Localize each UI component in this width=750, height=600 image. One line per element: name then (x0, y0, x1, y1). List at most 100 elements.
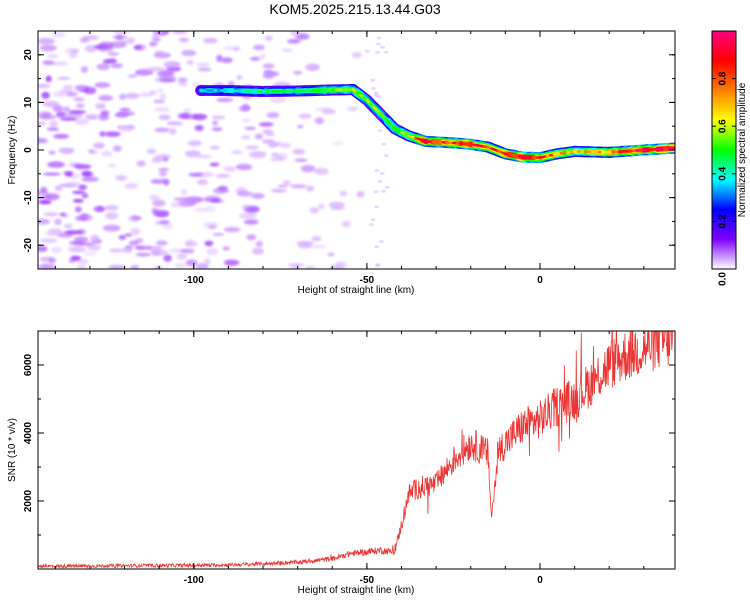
snr-x-tick-label: -100 (184, 575, 204, 586)
spectrogram-noise-blob (383, 50, 389, 54)
spectrogram-noise-blob (177, 113, 188, 119)
spectrogram-noise-blob (238, 105, 251, 112)
colorbar-ticks: 0.0 0.2 0.4 0.6 0.8 (712, 71, 736, 286)
spectrogram-noise-blob (374, 245, 380, 249)
spectrogram-noise-blob (66, 181, 82, 187)
spectrogram-noise-blob (294, 158, 308, 162)
spectrogram-noise-blob (58, 147, 75, 154)
spectrogram-noise-blob (45, 75, 52, 83)
spectrogram-noise-blob (115, 34, 124, 41)
spectrogram-noise-blob (62, 84, 74, 91)
spectrogram-noise-blob (205, 195, 221, 203)
spectrogram-noise-blob (90, 234, 100, 242)
spectrogram-noise-blob (241, 204, 250, 211)
spectrogram-noise-blob (204, 205, 216, 213)
spectrogram-noise-blob (109, 41, 127, 49)
spectrogram-noise-blob (192, 113, 208, 121)
spectrogram-noise-blob (107, 52, 120, 56)
spectrogram-y-tick-label: 0 (23, 147, 34, 153)
spectrogram-noise-blob (258, 122, 274, 127)
spectrogram-noise-blob (305, 63, 320, 71)
spectrogram-noise-blob (330, 206, 345, 210)
spectrogram-noise-blob (196, 155, 212, 159)
spectrogram-noise-blob (81, 170, 91, 177)
spectrogram-x-tick-label: -100 (184, 275, 204, 286)
spectrogram-noise-blob (223, 259, 240, 266)
colorbar-tick-label: 0.6 (718, 119, 729, 133)
spectrogram-noise-blob (259, 54, 266, 60)
spectrogram-noise-blob (39, 200, 52, 205)
spectrogram-noise-blob (130, 265, 140, 269)
spectrogram-noise-blob (51, 246, 63, 254)
spectrogram-noise-blob (244, 126, 256, 130)
spectrogram-noise-blob (376, 36, 382, 40)
spectrogram-noise-blob (44, 193, 60, 201)
spectrogram-noise-blob (321, 108, 336, 115)
spectrogram-noise-blob (68, 53, 78, 59)
spectrogram-noise-blob (105, 212, 119, 220)
spectrogram-noise-blob (153, 265, 163, 269)
spectrogram-noise-blob (185, 241, 198, 247)
spectrogram-noise-blob (49, 120, 59, 128)
spectrogram-noise-blob (181, 188, 188, 196)
spectrogram-noise-blob (74, 206, 82, 213)
spectrogram-y-tick-label: 20 (23, 49, 34, 61)
spectrogram-noise-blob (74, 118, 90, 126)
spectrogram-noise-blob (377, 180, 383, 183)
spectrogram-noise-blob (78, 184, 87, 190)
spectrogram-noise-blob (270, 156, 283, 162)
spectrogram-noise-blob (245, 145, 259, 150)
spectrogram-noise-blob (252, 247, 264, 255)
spectrogram-noise-blob (38, 263, 56, 269)
spectrogram-noise-blob (375, 42, 381, 46)
spectrogram-noise-blob (159, 78, 176, 82)
spectrogram-noise-blob (204, 240, 214, 247)
spectrogram-noise-blob (77, 265, 87, 269)
spectrogram-noise-blob (250, 56, 261, 61)
spectrogram-noise-blob (223, 46, 234, 50)
spectrogram-noise-blob (152, 199, 166, 207)
spectrogram-noise-blob (41, 91, 50, 99)
spectrogram-noise-blob (43, 172, 61, 176)
spectrogram-noise-blob (99, 131, 106, 137)
spectrogram-noise-blob (151, 37, 161, 42)
spectrogram-noise-blob (158, 114, 171, 121)
spectrogram-noise-blob (314, 167, 329, 175)
spectrogram-noise-blob (197, 67, 212, 72)
spectrogram-noise-blob (364, 49, 370, 53)
spectrogram-noise-blob (68, 241, 85, 245)
spectrogram-noise-blob (149, 90, 157, 95)
snr-y-tick-label: 4000 (23, 421, 34, 444)
spectrogram-noise-blob (63, 224, 73, 229)
spectrogram-noise-blob (102, 224, 121, 232)
spectrogram-noise-blob (152, 209, 170, 217)
spectrogram-noise-blob (68, 245, 86, 253)
spectrogram-noise-blob (296, 240, 315, 246)
spectrogram-noise-blob (279, 142, 291, 148)
spectrogram-noise-blob (94, 82, 111, 88)
spectrogram-noise-blob (130, 228, 141, 235)
spectrogram-noise-blob (270, 153, 280, 157)
spectrogram-noise-blob (133, 45, 142, 50)
spectrogram-noise-blob (53, 91, 67, 98)
spectrogram-noise-blob (240, 135, 251, 140)
snr-x-tick-label: 0 (537, 575, 543, 586)
spectrogram-noise-blob (123, 245, 133, 254)
spectrogram-noise-blob (352, 52, 362, 59)
spectrogram-noise-blob (83, 252, 98, 256)
spectrogram-y-ticks: -20 -10 0 10 20 (23, 30, 675, 270)
spectrogram-noise-layer (38, 31, 390, 269)
spectrogram-noise-blob (379, 171, 385, 175)
spectrogram-noise-blob (194, 124, 204, 132)
spectrogram-noise-blob (212, 232, 225, 237)
spectrogram-noise-blob (38, 137, 48, 144)
spectrogram-noise-blob (174, 263, 187, 268)
spectrogram-noise-blob (270, 188, 287, 193)
colorbar-bar (711, 30, 737, 270)
spectrogram-noise-blob (72, 190, 86, 195)
spectrogram-noise-blob (107, 58, 117, 64)
spectrogram-noise-blob (232, 46, 240, 52)
spectrogram-noise-blob (124, 182, 139, 190)
spectrogram-noise-blob (283, 180, 291, 186)
spectrogram-noise-blob (155, 154, 172, 159)
